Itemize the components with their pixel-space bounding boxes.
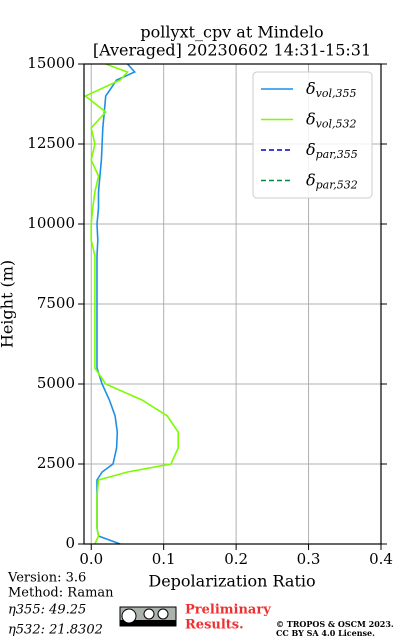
y-tick-label: 2500	[37, 454, 75, 472]
cc-badge	[119, 606, 177, 627]
y-tick-label: 10000	[27, 214, 75, 232]
series-line	[83, 63, 179, 545]
copyright: © TROPOS & OSCM 2023.	[276, 619, 394, 629]
legend-label: δpar,355	[306, 140, 358, 162]
chart-subtitle: [Averaged] 20230602 14:31-15:31	[93, 41, 371, 60]
eta355: η355: 49.25	[8, 603, 86, 618]
method: Method: Raman	[8, 586, 114, 601]
x-tick-label: 0.4	[369, 550, 393, 568]
x-tick-label: 0.3	[297, 550, 321, 568]
y-tick-label: 5000	[37, 374, 75, 392]
legend-label: δvol,532	[306, 109, 357, 131]
y-tick-label: 15000	[27, 54, 75, 72]
x-tick-label: 0.1	[152, 550, 176, 568]
legend-box	[252, 71, 373, 199]
x-axis-label: Depolarization Ratio	[148, 572, 315, 591]
series-line	[96, 63, 137, 545]
legend-label: δvol,355	[306, 79, 357, 101]
y-axis-label: Height (m)	[0, 260, 17, 348]
legend: δvol,355 δvol,532 δpar,355 δpar,532	[252, 71, 373, 199]
x-tick-label: 0.2	[224, 550, 248, 568]
version: Version: 3.6	[7, 571, 86, 586]
eta532: η532: 21.8302	[8, 623, 103, 638]
x-tick-label: 0.0	[79, 550, 103, 568]
legend-label: δpar,532	[306, 170, 358, 192]
results: Results.	[185, 618, 244, 633]
license: CC BY SA 4.0 License.	[276, 628, 375, 638]
preliminary: Preliminary	[185, 603, 271, 618]
y-tick-label: 0	[65, 534, 75, 552]
y-tick-label: 7500	[37, 294, 75, 312]
y-tick-label: 12500	[27, 134, 75, 152]
chart-title: pollyxt_cpv at Mindelo	[140, 23, 323, 42]
plot-frame	[83, 63, 382, 545]
